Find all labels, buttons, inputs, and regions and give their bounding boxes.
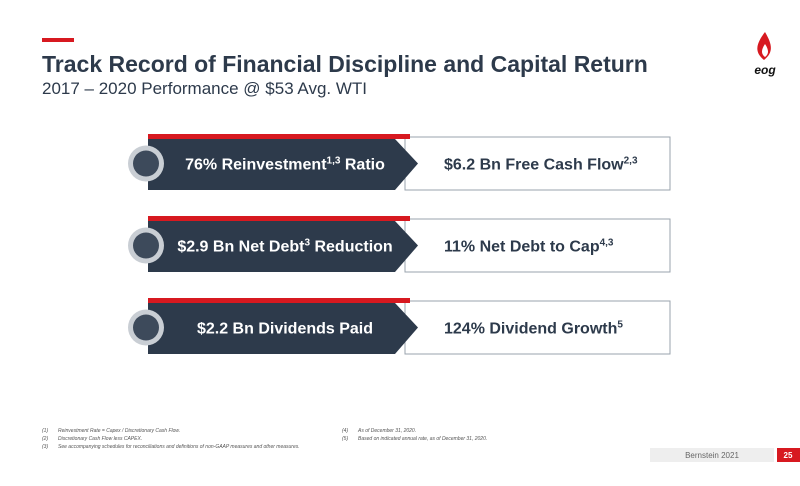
footnote-text: Discretionary Cash Flow less CAPEX. — [58, 436, 142, 442]
title-accent — [42, 38, 74, 42]
icon — [133, 232, 159, 259]
right-box — [404, 218, 671, 273]
footnote-text: See accompanying schedules for reconcili… — [58, 444, 300, 450]
text-part: Ratio — [340, 157, 385, 174]
icon — [133, 150, 159, 177]
footnote-text: As of December 31, 2020. — [357, 428, 416, 434]
left-box — [148, 303, 418, 354]
superscript: 3 — [304, 238, 310, 249]
page-box — [777, 448, 800, 462]
red-strip — [148, 298, 410, 303]
footnote-text: Reinvestment Rate = Capex / Discretionar… — [58, 428, 180, 434]
footnote-number: (3) — [42, 444, 48, 450]
right-box — [404, 300, 671, 355]
text-part: 124% Dividend Growth — [444, 321, 617, 338]
text-part: $2.9 Bn Net Debt — [177, 239, 305, 256]
text-part: Reduction — [310, 239, 393, 256]
row-text: 124% Dividend Growth5 — [444, 320, 623, 338]
row-text: 76% Reinvestment1,3 Ratio — [185, 156, 385, 174]
icon — [133, 314, 159, 341]
text-part: $6.2 Bn Free Cash Flow — [444, 157, 624, 174]
footnote-number: (2) — [42, 436, 48, 442]
subtitle: 2017 – 2020 Performance @ $53 Avg. WTI — [42, 79, 367, 98]
red-strip — [148, 134, 410, 139]
logo-flame-inner — [762, 44, 768, 57]
row-text: $6.2 Bn Free Cash Flow2,3 — [444, 156, 638, 174]
logo-text: eog — [754, 63, 776, 77]
superscript: 5 — [617, 320, 623, 331]
superscript: 4,3 — [600, 238, 614, 249]
footnote-text: Based on indicated annual rate, as of De… — [358, 436, 487, 442]
footer-event: Bernstein 2021 — [685, 451, 739, 460]
left-box — [148, 139, 418, 190]
text-part: $2.2 Bn Dividends Paid — [197, 321, 373, 338]
superscript: 2,3 — [624, 156, 638, 167]
right-box — [404, 136, 671, 191]
footnote-number: (5) — [342, 436, 348, 442]
left-box — [148, 221, 418, 272]
text-part: 76% Reinvestment — [185, 157, 327, 174]
superscript: 1,3 — [327, 156, 341, 167]
text-part: 11% Net Debt to Cap — [444, 239, 600, 256]
row-text: 11% Net Debt to Cap4,3 — [444, 238, 614, 256]
row-text: $2.2 Bn Dividends Paid — [197, 321, 373, 338]
row-text: $2.9 Bn Net Debt3 Reduction — [177, 238, 392, 256]
footer-box — [650, 448, 774, 462]
title: Track Record of Financial Discipline and… — [42, 51, 648, 77]
footnote-number: (1) — [42, 428, 48, 434]
page-number: 25 — [784, 451, 793, 460]
red-strip — [148, 216, 410, 221]
footnote-number: (4) — [342, 428, 348, 434]
